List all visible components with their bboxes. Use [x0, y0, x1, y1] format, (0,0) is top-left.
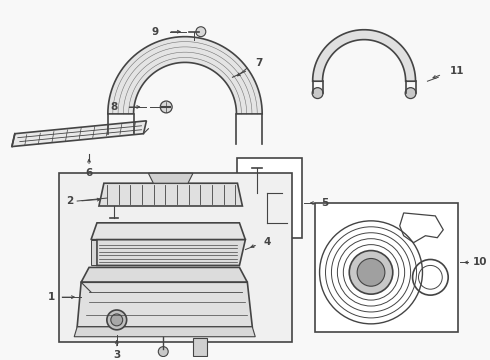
Bar [59, 173, 292, 342]
Text: 4: 4 [263, 237, 270, 247]
Circle shape [107, 310, 126, 330]
Circle shape [196, 27, 206, 37]
Bar [315, 203, 458, 332]
Text: 11: 11 [450, 66, 465, 76]
Polygon shape [77, 282, 252, 327]
Circle shape [349, 251, 393, 294]
Bar [193, 338, 207, 356]
Polygon shape [148, 173, 193, 183]
Circle shape [160, 101, 172, 113]
Polygon shape [91, 240, 97, 265]
Text: 1: 1 [48, 292, 55, 302]
Polygon shape [108, 37, 262, 114]
Text: 6: 6 [85, 168, 93, 178]
Circle shape [158, 347, 168, 356]
Polygon shape [74, 327, 255, 337]
Circle shape [111, 314, 122, 326]
Text: 7: 7 [255, 58, 263, 68]
Text: 10: 10 [473, 257, 488, 267]
Polygon shape [81, 267, 247, 282]
Polygon shape [97, 240, 245, 265]
Text: 2: 2 [66, 196, 73, 206]
Text: 5: 5 [321, 198, 329, 208]
Text: 3: 3 [113, 350, 121, 360]
Bar [238, 158, 302, 238]
Polygon shape [99, 183, 243, 206]
Polygon shape [12, 121, 147, 147]
Text: 8: 8 [110, 102, 118, 112]
Polygon shape [313, 30, 416, 81]
Text: 9: 9 [152, 27, 159, 37]
Circle shape [312, 87, 323, 99]
Circle shape [405, 87, 416, 99]
Circle shape [357, 258, 385, 286]
Polygon shape [91, 223, 245, 240]
